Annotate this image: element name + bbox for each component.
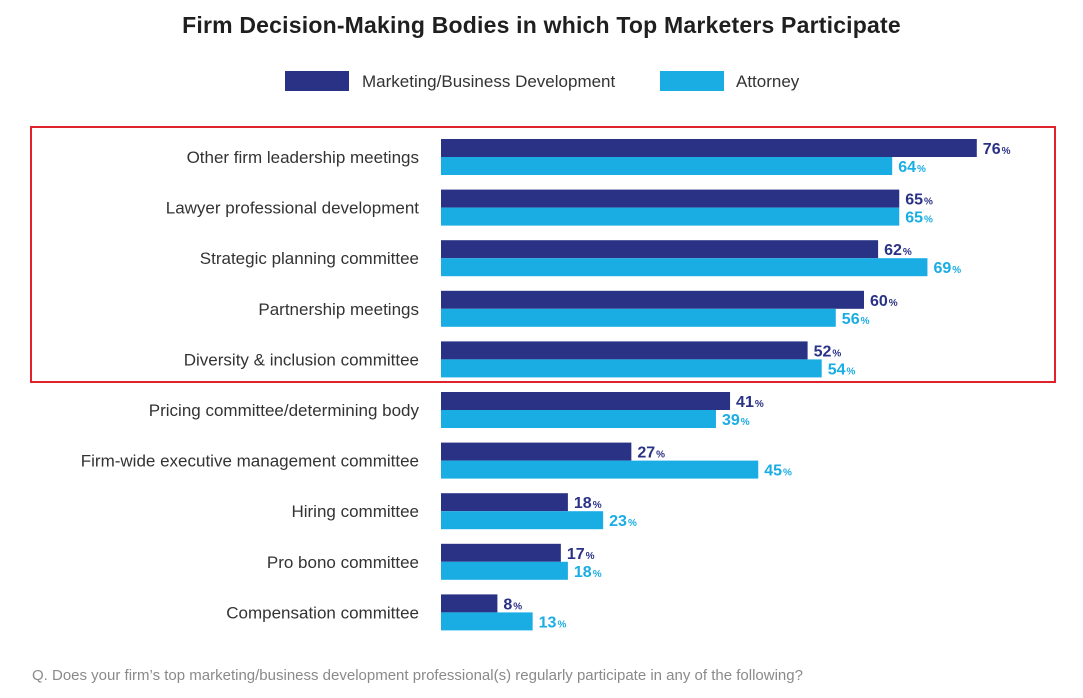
bar-marketing xyxy=(441,493,568,512)
chart-title: Firm Decision-Making Bodies in which Top… xyxy=(182,12,901,38)
data-label-attorney: 65% xyxy=(905,210,933,227)
legend-label-marketing: Marketing/Business Development xyxy=(362,72,616,91)
category-label: Strategic planning committee xyxy=(200,249,419,268)
bar-attorney xyxy=(441,460,759,479)
data-label-marketing: 8% xyxy=(503,596,522,613)
data-label-attorney: 69% xyxy=(933,260,961,277)
data-label-marketing: 41% xyxy=(736,394,764,411)
bar-attorney xyxy=(441,308,836,327)
data-label-attorney: 56% xyxy=(842,311,870,328)
bar-marketing xyxy=(441,139,977,157)
legend-swatch-marketing xyxy=(285,71,349,91)
legend-label-attorney: Attorney xyxy=(736,72,800,91)
category-label: Firm-wide executive management committee xyxy=(81,452,419,471)
data-label-marketing: 52% xyxy=(814,343,842,360)
legend-swatch-attorney xyxy=(660,71,724,91)
bar-marketing xyxy=(441,341,808,360)
bar-marketing xyxy=(441,594,498,613)
bar-marketing xyxy=(441,442,632,461)
category-label: Other firm leadership meetings xyxy=(187,148,419,167)
bar-marketing xyxy=(441,543,561,562)
bar-marketing xyxy=(441,290,864,309)
data-label-attorney: 54% xyxy=(828,361,856,378)
bar-marketing xyxy=(441,240,879,259)
bar-marketing xyxy=(441,392,731,410)
category-label: Pro bono committee xyxy=(267,553,419,572)
bar-attorney xyxy=(441,511,604,530)
bar-attorney xyxy=(441,359,822,378)
data-label-attorney: 64% xyxy=(898,159,926,176)
data-label-marketing: 17% xyxy=(567,546,595,563)
bar-attorney xyxy=(441,258,928,277)
bar-attorney xyxy=(441,561,568,580)
data-label-attorney: 23% xyxy=(609,513,637,530)
category-label: Lawyer professional development xyxy=(166,199,420,218)
data-label-marketing: 27% xyxy=(637,445,665,462)
bar-marketing xyxy=(441,189,900,208)
data-label-attorney: 39% xyxy=(722,412,750,429)
category-label: Partnership meetings xyxy=(258,300,419,319)
data-label-marketing: 65% xyxy=(905,192,933,209)
data-label-attorney: 13% xyxy=(539,614,567,631)
bar-attorney xyxy=(441,612,533,631)
data-label-marketing: 18% xyxy=(574,495,602,512)
bar-attorney xyxy=(441,157,893,175)
bar-attorney xyxy=(441,410,716,428)
category-label: Compensation committee xyxy=(226,603,419,622)
data-label-marketing: 60% xyxy=(870,293,898,310)
bar-attorney xyxy=(441,207,900,226)
data-label-marketing: 62% xyxy=(884,242,912,259)
category-label: Diversity & inclusion committee xyxy=(184,350,419,369)
legend: Marketing/Business Development Attorney xyxy=(0,70,1083,94)
data-label-attorney: 18% xyxy=(574,564,602,581)
category-label: Pricing committee/determining body xyxy=(149,401,420,420)
footnote: Q. Does your firm’s top marketing/busine… xyxy=(32,667,803,684)
data-label-attorney: 45% xyxy=(764,463,792,480)
highlight-box xyxy=(30,126,1056,383)
data-label-marketing: 76% xyxy=(983,141,1011,158)
category-label: Hiring committee xyxy=(291,502,419,521)
